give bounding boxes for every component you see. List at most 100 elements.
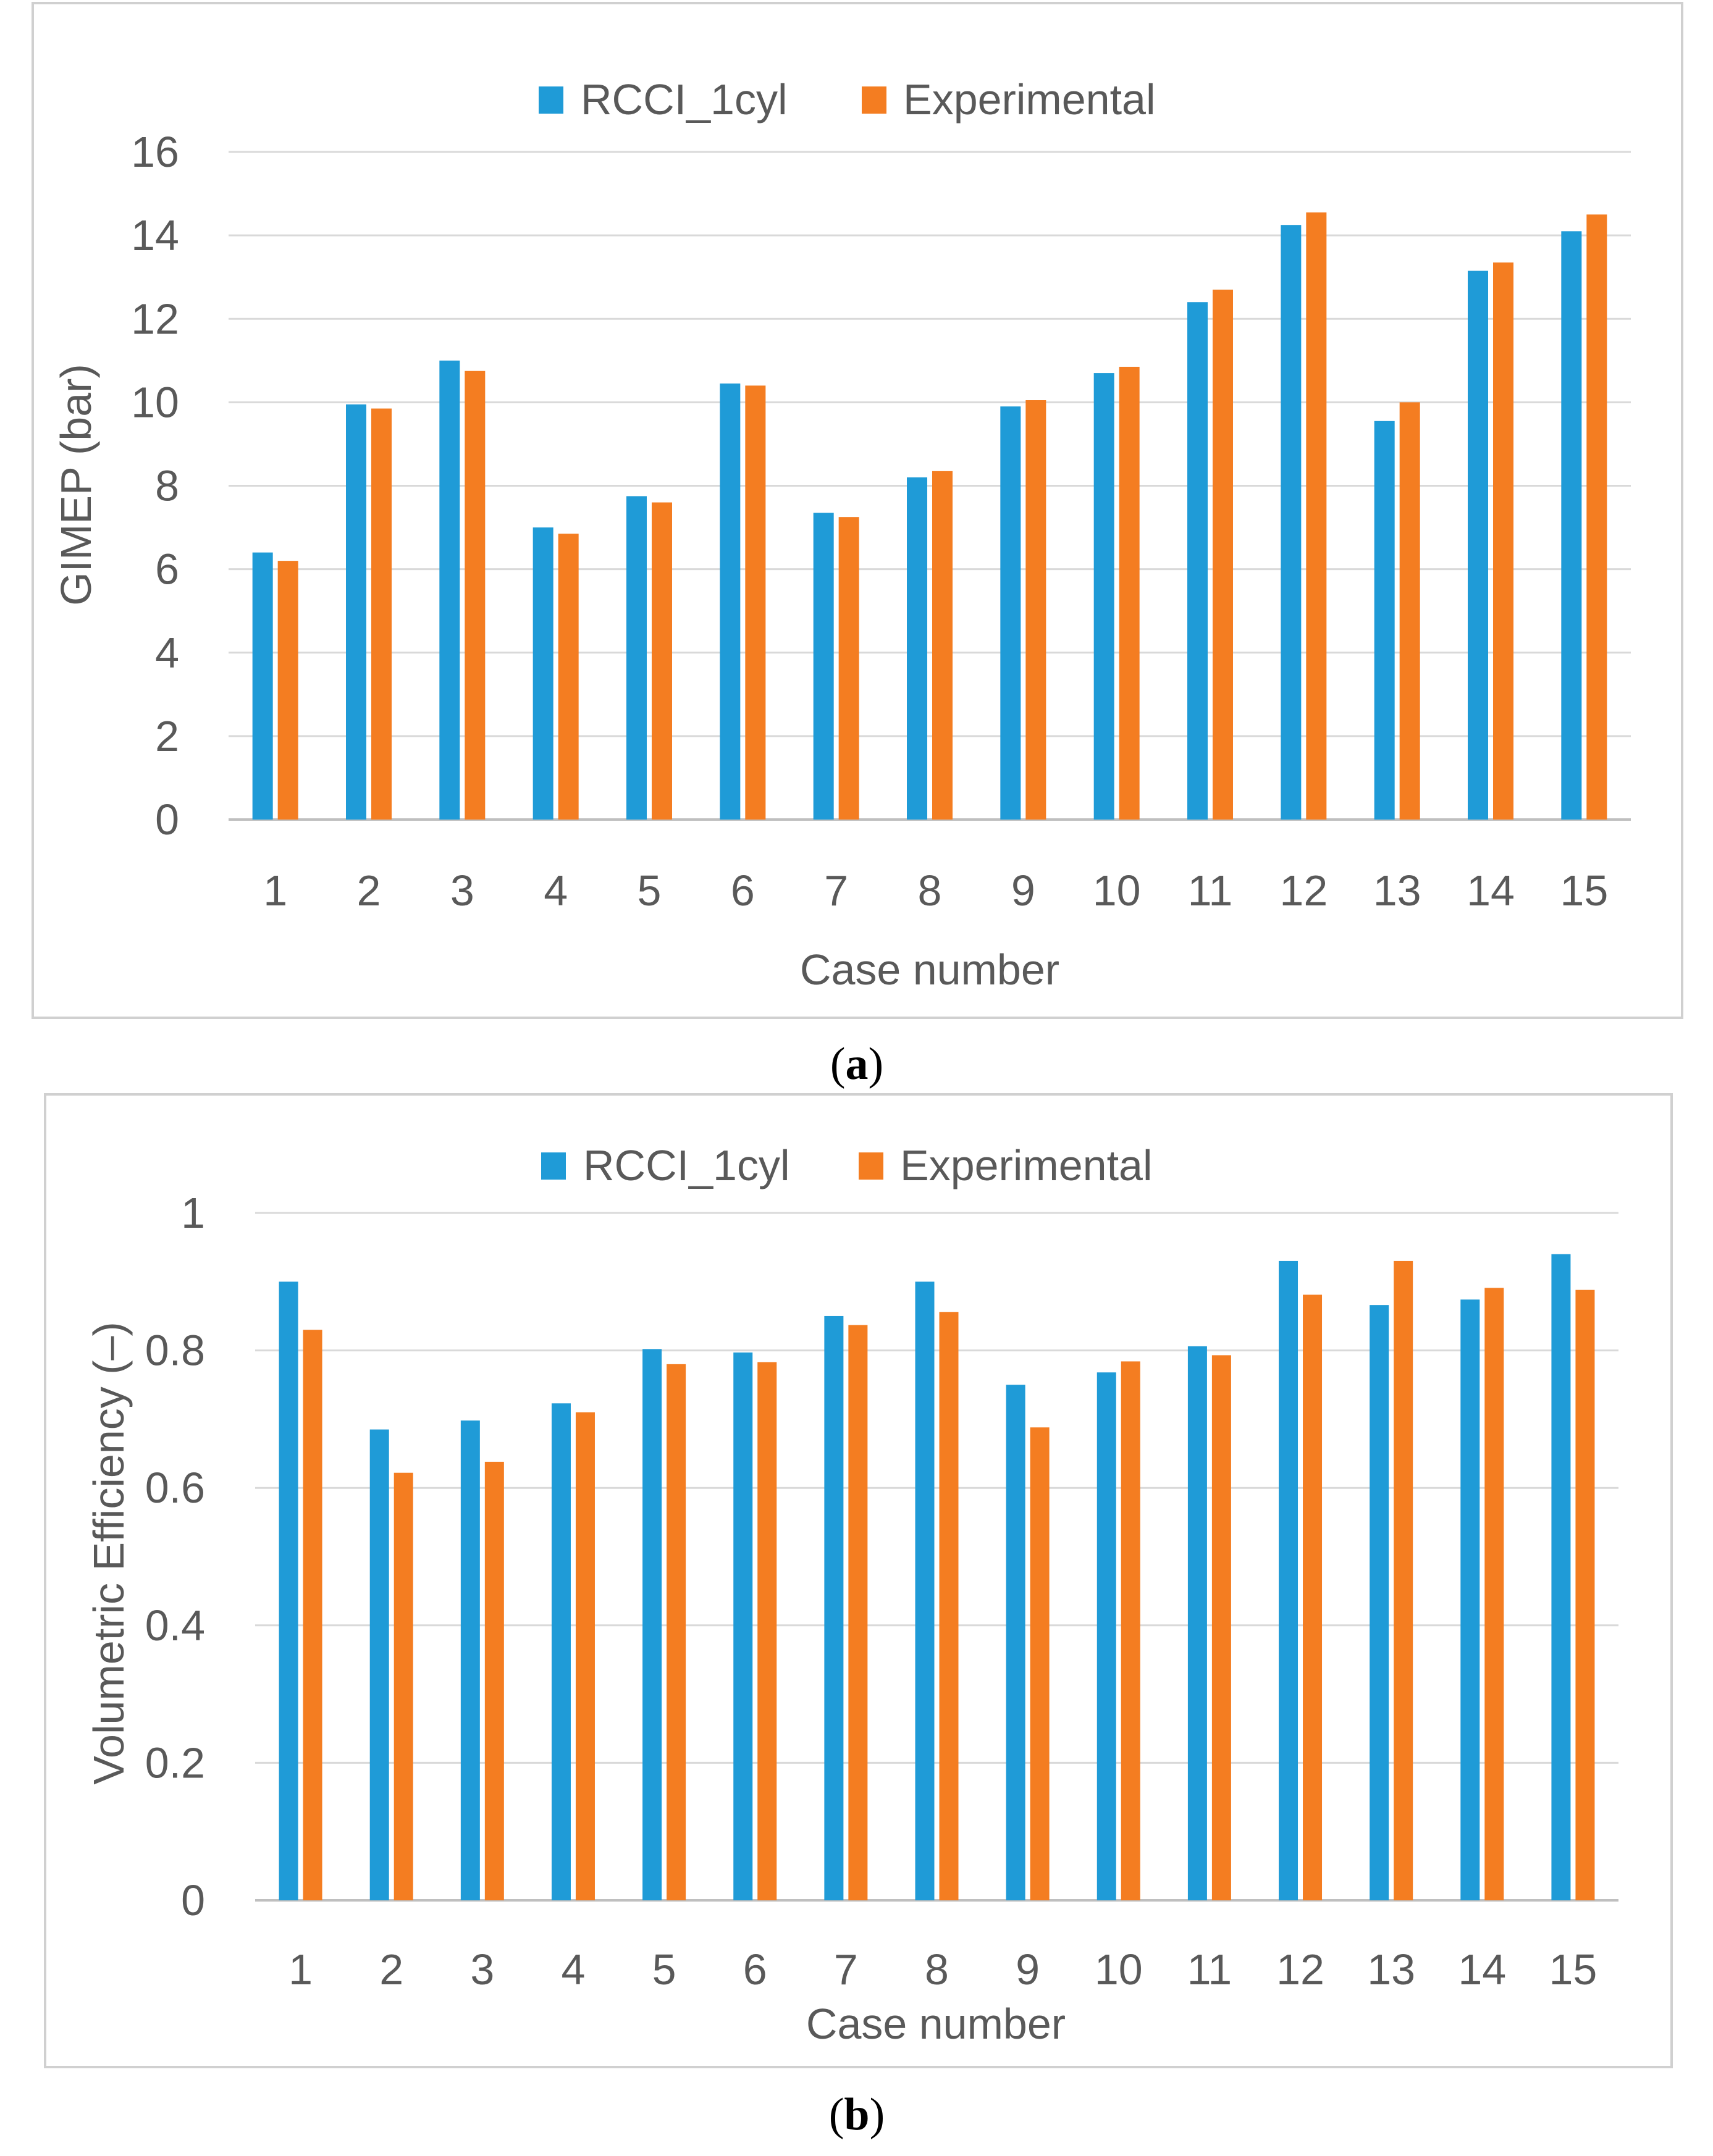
- chart-a-y-tick-label: 8: [155, 462, 179, 510]
- chart-a-x-tick-label: 1: [263, 866, 287, 915]
- chart-a-legend-swatch-1: [539, 86, 563, 114]
- chart-b-x-tick-label: 13: [1367, 1945, 1415, 1994]
- chart-a-bar-rcci-1cyl-case-13: [1374, 421, 1395, 820]
- chart-b-bar-experimental-case-1: [303, 1330, 322, 1900]
- chart-b-bar-rcci-1cyl-case-5: [642, 1349, 662, 1900]
- chart-b-bar-experimental-case-3: [484, 1461, 504, 1900]
- chart-a-bar-rcci-1cyl-case-1: [252, 552, 273, 820]
- chart-b-y-ticks: 0 0.2 0.4 0.6 0.8 1: [145, 1189, 205, 1924]
- chart-a-y-tick-label: 0: [155, 795, 179, 844]
- chart-a-x-tick-label: 3: [450, 866, 474, 915]
- chart-a-bar-experimental-case-10: [1119, 366, 1140, 820]
- chart-a-bar-rcci-1cyl-case-9: [1000, 406, 1021, 820]
- chart-a-x-tick-label: 5: [638, 866, 662, 915]
- chart-b-x-tick-label: 3: [470, 1945, 494, 1994]
- chart-a-x-tick-label: 11: [1188, 866, 1233, 915]
- chart-b-bar-experimental-case-4: [575, 1412, 595, 1900]
- chart-b-legend-swatch-1: [541, 1152, 566, 1180]
- chart-b-volumetric-efficiency: 00.20.40.60.81 1 2 3 4 5 6 7 8 9 10 11 12 13 14 15 RCC…: [44, 1093, 1673, 2068]
- chart-a-bar-experimental-case-6: [745, 385, 766, 820]
- chart-a-bar-rcci-1cyl-case-2: [346, 404, 366, 820]
- chart-a-bar-experimental-case-8: [932, 471, 953, 820]
- chart-b-gridlines: [255, 1212, 1618, 1902]
- chart-b-bar-rcci-1cyl-case-1: [279, 1281, 298, 1900]
- chart-a-y-tick-label: 4: [155, 629, 179, 677]
- chart-a-caption-label: a: [846, 1039, 869, 1089]
- chart-b-legend-label-2: Experimental: [900, 1141, 1153, 1189]
- chart-b-y-tick-label: 1: [181, 1189, 205, 1237]
- chart-a-y-tick-label: 16: [131, 128, 179, 176]
- chart-a-caption-suffix: ): [869, 1039, 884, 1089]
- chart-a-bar-experimental-case-13: [1399, 402, 1420, 820]
- chart-b-bar-rcci-1cyl-case-6: [733, 1352, 753, 1900]
- chart-a-bar-experimental-case-11: [1213, 289, 1233, 820]
- chart-b-bar-rcci-1cyl-case-9: [1006, 1385, 1025, 1900]
- chart-b-legend-swatch-2: [859, 1152, 883, 1180]
- chart-b-bar-experimental-case-7: [848, 1325, 868, 1900]
- chart-b-x-tick-label: 4: [561, 1945, 585, 1994]
- chart-b-caption-suffix: ): [870, 2089, 885, 2140]
- chart-a-y-axis-title: GIMEP (bar): [52, 364, 100, 606]
- chart-b-bar-rcci-1cyl-case-14: [1460, 1299, 1480, 1900]
- chart-a-bar-rcci-1cyl-case-12: [1281, 225, 1302, 820]
- chart-b-x-tick-label: 2: [379, 1945, 403, 1994]
- chart-b-y-tick-label: 0.6: [145, 1464, 205, 1512]
- chart-a-bar-rcci-1cyl-case-11: [1187, 302, 1208, 820]
- chart-b-x-tick-label: 5: [652, 1945, 676, 1994]
- chart-b-bar-experimental-case-6: [757, 1362, 777, 1900]
- chart-a-bar-rcci-1cyl-case-4: [532, 527, 553, 820]
- chart-b-caption-label: b: [844, 2089, 869, 2140]
- chart-b-caption: (b): [829, 2089, 885, 2140]
- chart-b-x-tick-label: 10: [1095, 1945, 1143, 1994]
- chart-a-legend-swatch-2: [862, 86, 886, 114]
- chart-b-bar-experimental-case-2: [394, 1472, 413, 1900]
- chart-a-bar-experimental-case-12: [1306, 212, 1327, 820]
- chart-b-bar-rcci-1cyl-case-13: [1370, 1305, 1389, 1900]
- chart-b-bars: [279, 1254, 1595, 1900]
- chart-b-bar-rcci-1cyl-case-7: [824, 1315, 844, 1900]
- chart-a-x-tick-label: 14: [1467, 866, 1515, 915]
- chart-b-x-tick-label: 1: [288, 1945, 313, 1994]
- chart-b-y-tick-label: 0.2: [145, 1739, 205, 1787]
- chart-a-bar-experimental-case-5: [652, 502, 672, 820]
- chart-a-bars: [252, 212, 1607, 820]
- chart-b-bar-rcci-1cyl-case-15: [1551, 1254, 1571, 1900]
- chart-a-bar-experimental-case-2: [371, 408, 392, 820]
- chart-b-bar-rcci-1cyl-case-11: [1187, 1346, 1207, 1900]
- chart-b-bar-rcci-1cyl-case-3: [460, 1420, 480, 1900]
- chart-a-bar-experimental-case-15: [1586, 214, 1607, 820]
- chart-b-x-tick-label: 11: [1187, 1945, 1232, 1994]
- chart-b-legend: RCCI_1cyl Experimental: [541, 1141, 1153, 1189]
- chart-b-y-tick-label: 0: [181, 1876, 205, 1924]
- chart-a-bar-experimental-case-4: [558, 534, 579, 820]
- chart-a-x-tick-label: 6: [731, 866, 755, 915]
- chart-b-x-tick-label: 9: [1016, 1945, 1040, 1994]
- chart-b-x-tick-label: 14: [1458, 1945, 1506, 1994]
- chart-a-bar-experimental-case-1: [277, 561, 298, 820]
- chart-b-bar-experimental-case-13: [1394, 1260, 1413, 1900]
- chart-a-bar-rcci-1cyl-case-8: [907, 477, 927, 820]
- chart-b-y-tick-label: 0.8: [145, 1327, 205, 1375]
- chart-a-x-ticks: 1 2 3 4 5 6 7 8 9 10 11 12 13 14 15: [263, 866, 1608, 915]
- chart-a-y-ticks: 0 2 4 6 8 10 12 14 16: [131, 128, 179, 844]
- chart-b-bar-experimental-case-9: [1030, 1427, 1050, 1900]
- chart-a-gridlines: [229, 151, 1631, 821]
- chart-a-y-tick-label: 14: [131, 211, 179, 259]
- chart-a-legend: RCCI_1cyl Experimental: [539, 75, 1156, 124]
- chart-a-x-tick-label: 13: [1373, 866, 1421, 915]
- chart-a-bar-experimental-case-9: [1025, 400, 1046, 820]
- chart-b-bar-rcci-1cyl-case-4: [551, 1403, 571, 1900]
- chart-b-bar-rcci-1cyl-case-12: [1279, 1260, 1298, 1900]
- chart-a-bar-experimental-case-3: [465, 371, 486, 820]
- chart-a-caption: (a): [830, 1039, 883, 1089]
- chart-a-caption-prefix: (: [830, 1039, 846, 1089]
- chart-b-bar-experimental-case-10: [1121, 1361, 1140, 1900]
- chart-b-x-tick-label: 6: [743, 1945, 767, 1994]
- chart-a-legend-label-1: RCCI_1cyl: [581, 75, 788, 124]
- chart-a-x-axis-title: Case number: [800, 946, 1059, 994]
- chart-a-y-tick-label: 10: [131, 378, 179, 426]
- chart-a-x-tick-label: 7: [824, 866, 848, 915]
- chart-b-bar-experimental-case-11: [1211, 1355, 1231, 1900]
- chart-b-bar-experimental-case-8: [939, 1312, 959, 1900]
- chart-a-legend-label-2: Experimental: [903, 75, 1156, 124]
